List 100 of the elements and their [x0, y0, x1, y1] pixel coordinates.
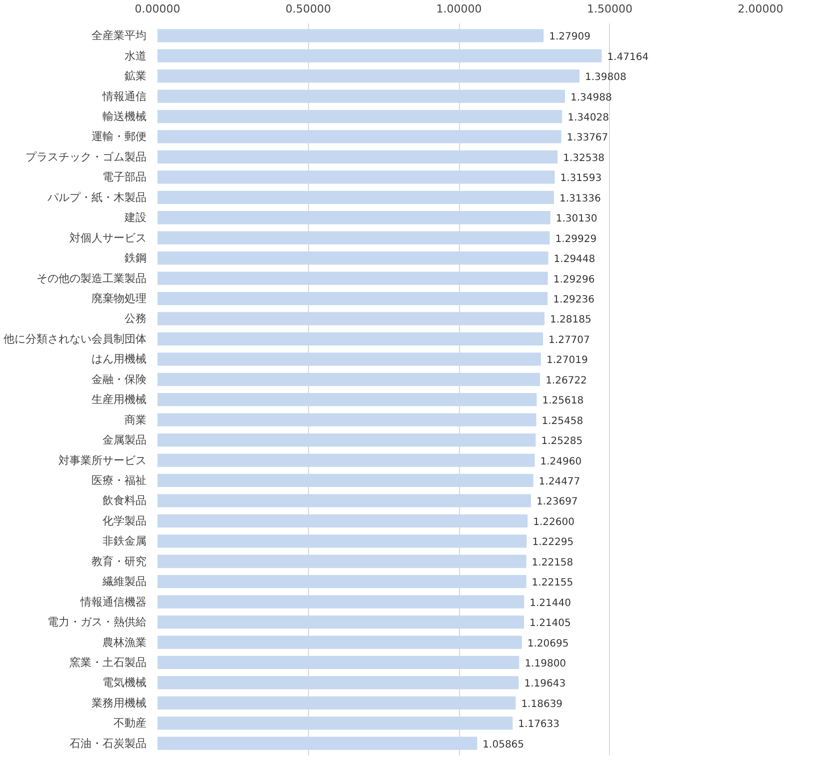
- y-tick-label: 農林漁業: [102, 636, 146, 649]
- bar: [158, 211, 550, 224]
- y-tick-label: 石油・石炭製品: [70, 736, 146, 750]
- bar: [158, 554, 526, 568]
- data-label: 1.21440: [530, 598, 571, 609]
- data-label: 1.26722: [546, 375, 587, 386]
- bar: [158, 352, 541, 366]
- data-label: 1.22600: [533, 516, 574, 528]
- data-label: 1.24960: [540, 456, 582, 468]
- bar: [158, 454, 535, 467]
- y-tick-label: 教育・研究: [92, 554, 146, 568]
- y-tick-label: プラスチック・ゴム製品: [26, 150, 146, 164]
- data-label: 1.34988: [570, 92, 612, 104]
- y-tick-label: その他の製造工業製品: [36, 272, 146, 285]
- bar: [158, 29, 544, 42]
- y-tick-label: 対個人サービス: [70, 231, 146, 244]
- y-tick-label: 非鉄金属: [102, 534, 146, 548]
- data-label: 1.17633: [518, 719, 560, 730]
- y-tick-label: 鉱業: [124, 70, 146, 83]
- data-label: 1.39808: [585, 72, 626, 84]
- y-tick-label: 情報通信: [102, 90, 146, 103]
- x-tick-label: 2.00000: [738, 2, 784, 16]
- y-tick-label: 鉄鋼: [124, 252, 146, 265]
- data-label: 1.21405: [530, 618, 571, 630]
- data-label: 1.31336: [559, 193, 601, 204]
- y-tick-label: 公務: [124, 312, 146, 326]
- y-tick-label: 電気機械: [102, 676, 146, 690]
- data-label: 1.28185: [550, 314, 592, 326]
- y-tick-label: パルプ・紙・木製品: [46, 190, 146, 204]
- data-label: 1.29448: [554, 254, 596, 266]
- y-tick-label: 運輸・郵便: [92, 130, 146, 144]
- y-tick-label: 業務用機械: [92, 696, 146, 710]
- data-label: 1.18639: [521, 698, 563, 710]
- y-tick-label: 飲食料品: [102, 494, 146, 508]
- data-label: 1.27707: [548, 334, 590, 346]
- data-label: 1.23697: [536, 496, 578, 508]
- bar: [158, 190, 554, 204]
- y-tick-label: 対事業所サービス: [58, 454, 146, 467]
- data-label: 1.22155: [532, 578, 574, 589]
- data-label: 1.24477: [538, 476, 580, 488]
- bar: [158, 170, 555, 184]
- data-label: 1.29296: [553, 274, 595, 286]
- bar: [158, 433, 536, 447]
- bar: [158, 292, 548, 306]
- bar: [158, 312, 544, 326]
- bar: [158, 656, 520, 670]
- data-label: 1.29236: [553, 294, 595, 306]
- x-tick-label: 0.50000: [286, 2, 332, 16]
- bar: [158, 494, 531, 508]
- y-tick-label: 商業: [124, 413, 146, 426]
- bar: [158, 534, 527, 548]
- bar: [158, 110, 562, 124]
- data-label: 1.20695: [527, 638, 569, 650]
- y-tick-label: 窯業・土石製品: [70, 656, 146, 669]
- bar: [158, 615, 524, 629]
- y-tick-label: 情報通信機器: [80, 595, 146, 608]
- data-label: 1.05865: [482, 739, 524, 750]
- bar: [158, 49, 602, 62]
- y-tick-label: 水道: [124, 49, 146, 62]
- y-tick-label: 金属製品: [102, 434, 146, 447]
- bar: [158, 696, 516, 710]
- y-tick-label: 他に分類されない会員制団体: [4, 332, 146, 346]
- bar: [158, 272, 548, 285]
- data-label: 1.47164: [607, 52, 649, 63]
- data-label: 1.25458: [542, 416, 584, 427]
- y-tick-label: 繊維製品: [102, 575, 146, 588]
- bar: [158, 514, 528, 528]
- bar: [158, 70, 580, 83]
- data-label: 1.29929: [555, 234, 597, 245]
- bar: [158, 372, 540, 386]
- data-label: 1.19800: [524, 658, 566, 670]
- data-label: 1.22158: [532, 557, 574, 568]
- y-tick-label: はん用機械: [92, 352, 146, 366]
- x-tick-label: 1.50000: [587, 2, 633, 16]
- y-tick-label: 生産用機械: [92, 393, 146, 406]
- y-tick-label: 電力・ガス・熱供給: [48, 616, 146, 629]
- y-tick-label: 化学製品: [102, 514, 146, 528]
- y-tick-label: 輸送機械: [102, 110, 146, 124]
- data-label: 1.22295: [532, 537, 574, 548]
- data-label: 1.25618: [542, 396, 584, 407]
- data-label: 1.30130: [556, 214, 598, 225]
- bar: [158, 251, 548, 265]
- data-label: 1.33767: [566, 132, 608, 144]
- bar: [158, 150, 558, 164]
- bar: [158, 716, 513, 730]
- bar: [158, 332, 544, 346]
- data-label: 1.34028: [568, 112, 609, 124]
- data-label: 1.31593: [560, 173, 602, 184]
- data-label: 1.19643: [524, 678, 566, 690]
- x-tick-label: 0.00000: [134, 2, 180, 16]
- y-tick-label: 不動産: [114, 716, 146, 730]
- bar: [158, 413, 536, 426]
- y-tick-label: 全産業平均: [92, 29, 146, 42]
- bar: [158, 676, 519, 690]
- bar: [158, 474, 534, 488]
- bar: [158, 575, 526, 588]
- y-tick-label: 廃棄物処理: [92, 292, 146, 306]
- y-tick-label: 金融・保険: [92, 372, 146, 386]
- bar: [158, 393, 537, 406]
- bar: [158, 130, 562, 144]
